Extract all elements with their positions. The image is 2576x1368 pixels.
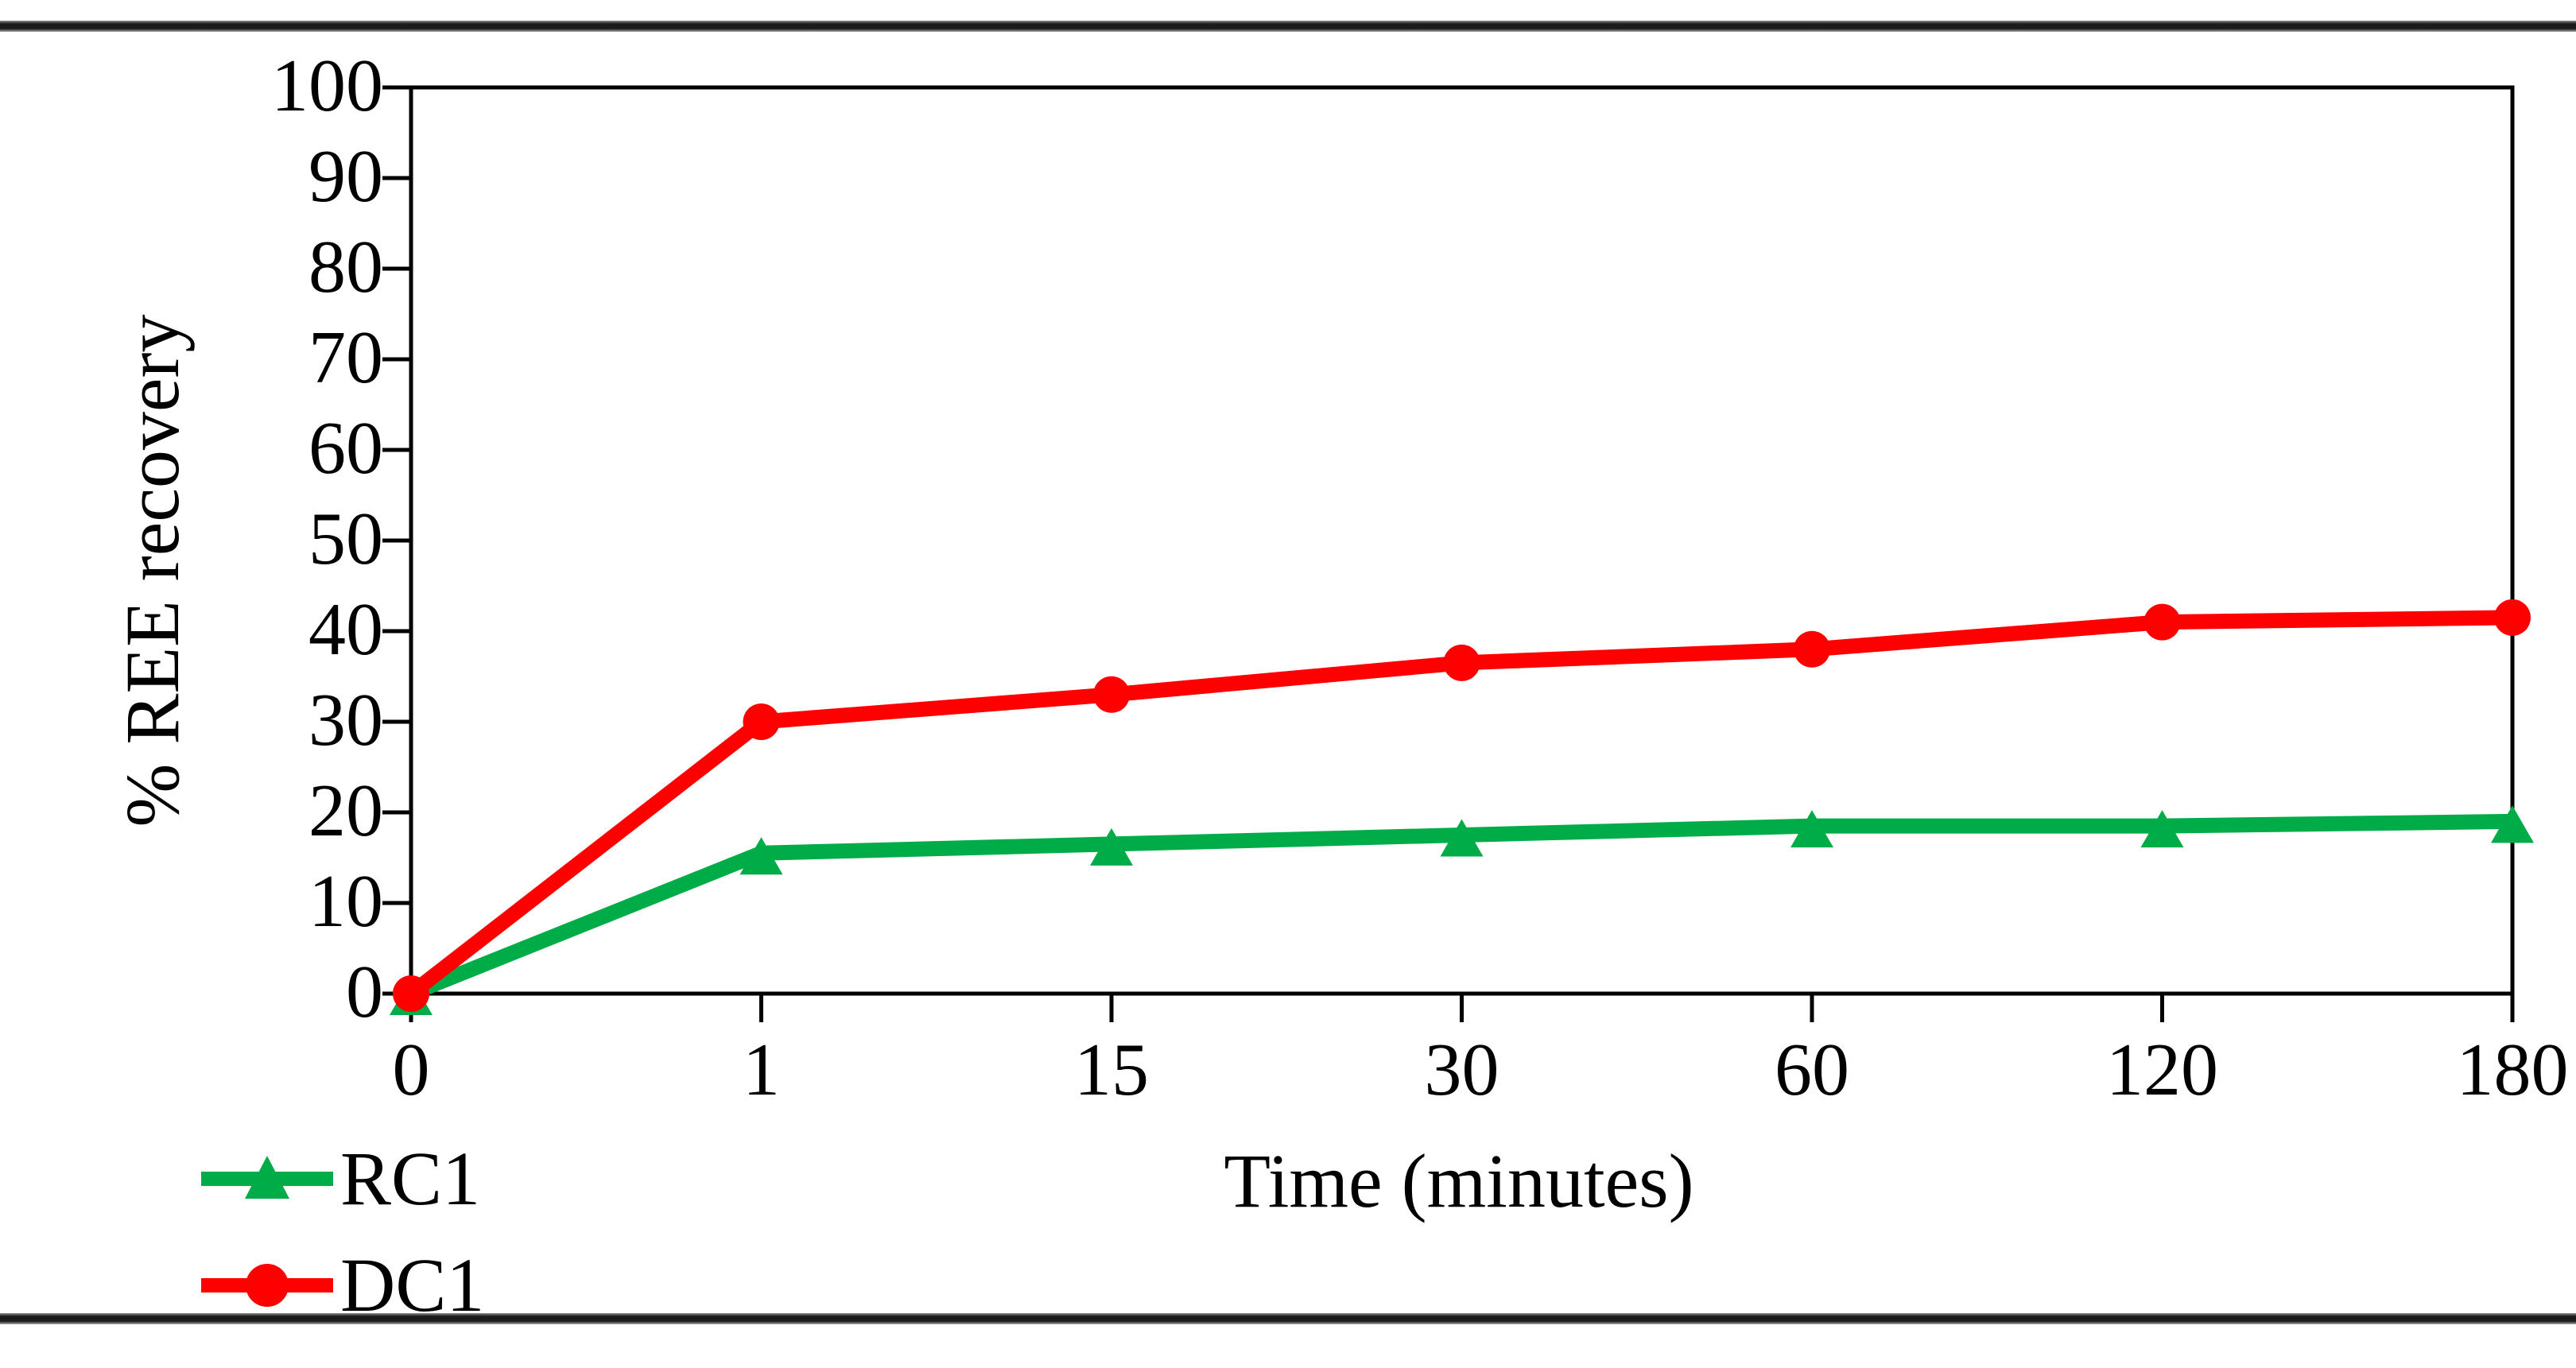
y-tick-label: 30 bbox=[308, 679, 383, 762]
y-tick-label: 100 bbox=[271, 45, 383, 127]
x-tick-label: 30 bbox=[1424, 1029, 1499, 1111]
legend-triangle-marker-icon bbox=[201, 1156, 333, 1199]
legend-item-rc1: RC1 bbox=[199, 1135, 480, 1223]
y-tick-label: 80 bbox=[308, 226, 383, 308]
legend-circle-marker-icon bbox=[201, 1264, 333, 1307]
x-axis-title: Time (minutes) bbox=[1224, 1138, 1694, 1223]
y-tick-label: 10 bbox=[308, 860, 383, 943]
x-tick-label: 60 bbox=[1775, 1029, 1849, 1111]
y-tick-label: 70 bbox=[308, 316, 383, 399]
x-tick-label: 120 bbox=[2106, 1029, 2218, 1111]
y-tick-label: 50 bbox=[308, 498, 383, 580]
y-tick-label: 60 bbox=[308, 407, 383, 490]
x-tick-label: 15 bbox=[1074, 1029, 1149, 1111]
y-tick-label: 0 bbox=[346, 951, 383, 1033]
y-tick-label: 20 bbox=[308, 769, 383, 852]
legend-label: RC1 bbox=[340, 1136, 481, 1221]
x-tick-label: 180 bbox=[2456, 1029, 2569, 1111]
y-tick-label: 90 bbox=[308, 135, 383, 218]
y-tick-label: 40 bbox=[308, 588, 383, 671]
x-tick-label: 0 bbox=[392, 1029, 430, 1111]
top-border-line bbox=[0, 21, 2576, 32]
x-tick-label: 1 bbox=[743, 1029, 780, 1111]
y-axis-title: % REE recovery bbox=[110, 314, 195, 827]
bottom-border-line bbox=[0, 1313, 2576, 1324]
